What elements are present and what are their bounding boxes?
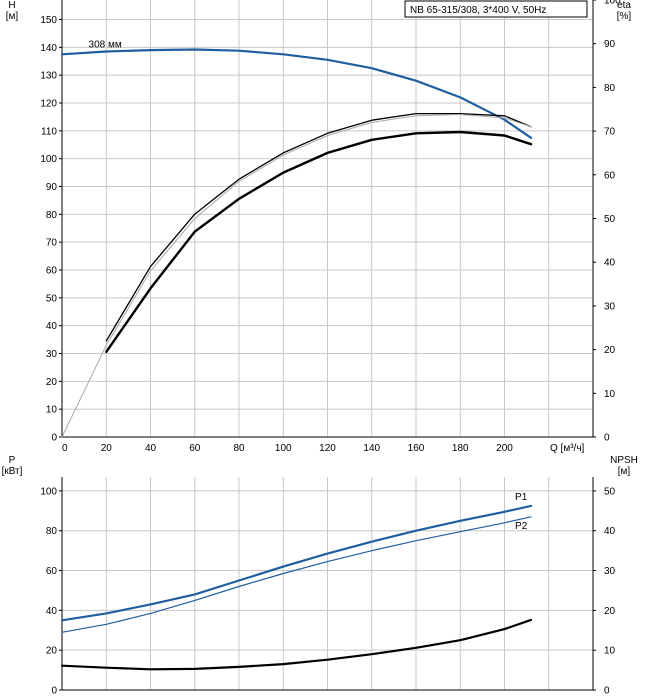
left-y-tick-label: 100 bbox=[40, 486, 57, 497]
left-y-tick-label: 40 bbox=[46, 606, 58, 617]
left-y-tick-label: 150 bbox=[40, 15, 57, 26]
x-tick-label: 160 bbox=[408, 443, 425, 454]
x-tick-label: 140 bbox=[363, 443, 380, 454]
left-y-tick-label: 70 bbox=[46, 238, 58, 249]
x-tick-label: 20 bbox=[101, 443, 113, 454]
series-line bbox=[105, 112, 532, 342]
right-y-tick-label: 50 bbox=[604, 214, 616, 225]
left-y-tick-label: 110 bbox=[41, 126, 57, 137]
right-y-tick-label: 20 bbox=[604, 345, 616, 356]
right-y-tick-label: 40 bbox=[604, 526, 616, 537]
series-p2 bbox=[61, 516, 532, 633]
x-tick-label: 40 bbox=[145, 443, 157, 454]
left-y-tick-label: 120 bbox=[40, 98, 57, 109]
right-y-tick-label: 30 bbox=[604, 566, 616, 577]
x-tick-label: 60 bbox=[189, 443, 201, 454]
right-y-tick-label: 0 bbox=[604, 686, 610, 697]
left-y-tick-label: 60 bbox=[46, 566, 58, 577]
left-y-tick-label: 130 bbox=[40, 71, 57, 82]
axis-layer bbox=[59, 0, 596, 691]
right-y-tick-label: 10 bbox=[604, 646, 616, 657]
series-line bbox=[105, 130, 533, 353]
left-y-tick-label: 80 bbox=[46, 210, 58, 221]
text-layer: 0 20 40 60 80 100 120 140 160 180 2000102030405060… bbox=[2, 0, 638, 697]
right-y-tick-label: 80 bbox=[604, 83, 616, 94]
left-y-tick-label: 80 bbox=[46, 526, 58, 537]
series-line bbox=[60, 48, 533, 139]
left-axis-unit: [кВт] bbox=[2, 466, 23, 477]
left-y-tick-label: 100 bbox=[40, 154, 57, 165]
right-y-tick-label: 90 bbox=[604, 39, 616, 50]
left-axis-label: H bbox=[8, 0, 15, 11]
right-y-tick-label: 50 bbox=[604, 486, 616, 497]
x-axis-label: Q [м³/ч] bbox=[550, 443, 585, 454]
series-line bbox=[60, 618, 533, 671]
right-y-tick-label: 100 bbox=[604, 0, 621, 7]
right-y-tick-label: 0 bbox=[604, 433, 610, 444]
left-y-tick-label: 0 bbox=[51, 686, 57, 697]
left-y-tick-label: 0 bbox=[51, 433, 57, 444]
x-tick-label: 180 bbox=[452, 443, 469, 454]
left-axis-label: P bbox=[9, 455, 16, 466]
right-y-tick-label: 60 bbox=[604, 170, 616, 181]
chart-title-box bbox=[404, 0, 588, 18]
left-y-tick-label: 90 bbox=[46, 182, 58, 193]
right-y-tick-label: 70 bbox=[604, 127, 616, 138]
series-label-p1: P1 bbox=[515, 492, 528, 503]
right-axis-label: eta bbox=[617, 0, 631, 11]
x-tick-label: 120 bbox=[319, 443, 336, 454]
left-y-tick-label: 40 bbox=[46, 321, 58, 332]
left-y-tick-label: 30 bbox=[46, 349, 58, 360]
x-tick-label: 0 bbox=[62, 443, 68, 454]
grid-layer bbox=[61, 0, 593, 691]
right-axis-label: NPSH bbox=[610, 455, 638, 466]
left-y-tick-label: 20 bbox=[46, 646, 58, 657]
x-tick-label: 100 bbox=[275, 443, 292, 454]
series-label-p2: P2 bbox=[515, 521, 528, 532]
series-layer bbox=[60, 48, 533, 671]
left-y-tick-label: 140 bbox=[40, 43, 57, 54]
chart-title: NB 65-315/308, 3*400 V, 50Hz bbox=[410, 5, 546, 16]
left-y-tick-label: 10 bbox=[46, 405, 58, 416]
left-y-tick-label: 20 bbox=[46, 377, 58, 388]
series-line bbox=[61, 114, 532, 438]
curve-annotation: 308 мм bbox=[89, 40, 122, 51]
right-y-tick-label: 20 bbox=[604, 606, 616, 617]
right-axis-unit: [%] bbox=[617, 11, 632, 22]
left-axis-unit: [м] bbox=[6, 11, 19, 22]
right-y-tick-label: 30 bbox=[604, 301, 616, 312]
x-tick-label: 200 bbox=[496, 443, 513, 454]
right-y-tick-label: 10 bbox=[604, 389, 616, 400]
series-p1 bbox=[60, 504, 533, 622]
right-y-tick-label: 40 bbox=[604, 258, 616, 269]
right-axis-unit: [м] bbox=[618, 466, 631, 477]
left-y-tick-label: 60 bbox=[46, 265, 58, 276]
left-y-tick-label: 50 bbox=[46, 293, 58, 304]
x-tick-label: 80 bbox=[233, 443, 245, 454]
